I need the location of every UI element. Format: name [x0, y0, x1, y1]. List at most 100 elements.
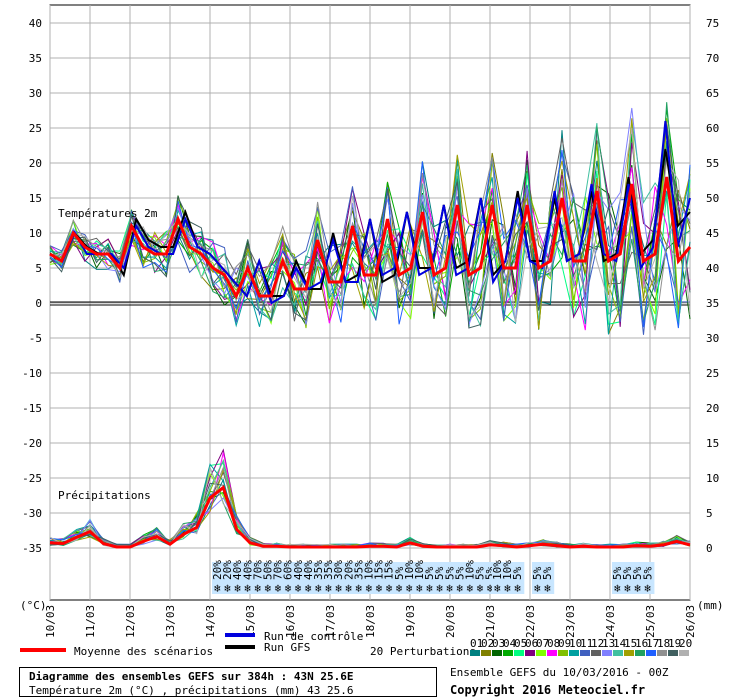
- snowflake-icon: ❄: [477, 582, 484, 595]
- snowflake-icon: ❄: [534, 582, 541, 595]
- x-tick-label: 12/03: [124, 605, 137, 638]
- y-tick-label-left: 35: [29, 52, 42, 65]
- x-tick-label: 24/03: [604, 605, 617, 638]
- snow-probability-label: 5%: [631, 566, 644, 580]
- y-tick-label-right: 20: [706, 402, 719, 415]
- snow-probability-label: 5%: [423, 566, 436, 580]
- perturbation-id: 20: [679, 637, 692, 650]
- snow-probability-label: 40%: [292, 560, 305, 580]
- x-tick-label: 22/03: [524, 605, 537, 638]
- y-tick-label-left: 5: [35, 262, 42, 275]
- snowflake-icon: ❄: [436, 582, 443, 595]
- snowflake-icon: ❄: [416, 582, 423, 595]
- snowflake-icon: ❄: [504, 582, 511, 595]
- perturbation-id: 07: [536, 637, 549, 650]
- snow-band: [212, 562, 497, 594]
- snowflake-icon: ❄: [285, 582, 292, 595]
- snowflake-icon: ❄: [494, 582, 501, 595]
- legend-perturbations-label: 20 Perturbations: [370, 645, 476, 658]
- y-tick-label-left: -5: [29, 332, 42, 345]
- perturbation-color-swatch: [536, 650, 546, 656]
- perturbation-id: 13: [602, 637, 615, 650]
- perturbation-id: 17: [646, 637, 659, 650]
- snow-probability-label: 20%: [221, 560, 234, 580]
- y-tick-label-left: -25: [22, 472, 42, 485]
- temperature-label: Températures 2m: [58, 207, 158, 220]
- y-tick-label-right: 30: [706, 332, 719, 345]
- x-unit-label: (mm): [697, 599, 724, 612]
- perturbation-color-swatch: [547, 650, 557, 656]
- snowflake-icon: ❄: [514, 582, 521, 595]
- perturbation-id: 02: [481, 637, 494, 650]
- snowflake-icon: ❄: [634, 582, 641, 595]
- y-tick-label-right: 15: [706, 437, 719, 450]
- y-tick-label-left: 30: [29, 87, 42, 100]
- snow-probability-label: 10%: [501, 560, 514, 580]
- snowflake-icon: ❄: [275, 582, 282, 595]
- y-tick-label-right: 70: [706, 52, 719, 65]
- snow-probability-label: 40%: [231, 560, 244, 580]
- snow-probability-label: 5%: [641, 566, 654, 580]
- series-lines: [49, 120, 692, 549]
- perturbation-id: 12: [591, 637, 604, 650]
- snow-probability-label: 20%: [211, 560, 224, 580]
- perturbation-id: 04: [503, 637, 517, 650]
- y-tick-label-right: 40: [706, 262, 719, 275]
- snow-probability-label: 5%: [621, 566, 634, 580]
- x-tick-label: 10/03: [44, 605, 57, 638]
- perturbation-temperature-line: [49, 138, 691, 327]
- precipitation-label: Précipitations: [58, 489, 151, 502]
- perturbation-temperature-line: [49, 149, 691, 329]
- snow-probability-label: 10%: [413, 560, 426, 580]
- snow-probability-label: 70%: [251, 560, 264, 580]
- perturbation-color-swatch: [558, 650, 568, 656]
- x-tick-label: 25/03: [644, 605, 657, 638]
- perturbation-id: 11: [580, 637, 593, 650]
- perturbation-id: 10: [569, 637, 582, 650]
- snow-probability-label: 35%: [352, 560, 365, 580]
- perturbation-color-swatch: [646, 650, 656, 656]
- perturbation-temperature-line: [49, 155, 691, 335]
- perturbation-id: 14: [613, 637, 627, 650]
- perturbation-color-swatch: [470, 650, 480, 656]
- x-tick-label: 18/03: [364, 605, 377, 638]
- y-tick-label-right: 35: [706, 297, 719, 310]
- legend-control-swatch: [225, 633, 255, 637]
- legend-gfs-label: Run GFS: [264, 641, 310, 654]
- perturbation-id: 09: [558, 637, 571, 650]
- perturbation-id: 01: [470, 637, 483, 650]
- x-tick-label: 26/03: [684, 605, 697, 638]
- perturbation-color-swatch: [591, 650, 601, 656]
- snow-band: [532, 562, 555, 594]
- y-tick-label-left: 15: [29, 192, 42, 205]
- snow-probability-label: 5%: [474, 566, 487, 580]
- copyright: Copyright 2016 Meteociel.fr: [450, 683, 646, 697]
- perturbation-color-swatch: [569, 650, 579, 656]
- snow-probability-row: 20%❄20%❄40%❄40%❄70%❄50%❄70%❄60%❄40%❄40%❄…: [211, 560, 655, 595]
- perturbation-id: 05: [514, 637, 527, 650]
- snow-probability-label: 15%: [373, 560, 386, 580]
- snow-probability-label: 35%: [322, 560, 335, 580]
- perturbation-color-swatch: [635, 650, 645, 656]
- y-tick-label-right: 50: [706, 192, 719, 205]
- perturbation-temperature-line: [49, 124, 691, 329]
- x-tick-label: 16/03: [284, 605, 297, 638]
- snowflake-icon: ❄: [355, 582, 362, 595]
- y-tick-label-right: 65: [706, 87, 719, 100]
- perturbation-color-swatch: [624, 650, 634, 656]
- y-tick-label-left: 0: [35, 297, 42, 310]
- snowflake-icon: ❄: [345, 582, 352, 595]
- snow-probability-label: 5%: [511, 566, 524, 580]
- y-tick-label-left: 20: [29, 157, 42, 170]
- snow-probability-label: 40%: [302, 560, 315, 580]
- snowflake-icon: ❄: [224, 582, 231, 595]
- legend: Run de contrôle Run GFS Moyenne des scén…: [20, 630, 692, 658]
- snow-probability-label: 5%: [433, 566, 446, 580]
- y-tick-label-left: -15: [22, 402, 42, 415]
- y-tick-label-left: -35: [22, 542, 42, 555]
- info-title: Diagramme des ensembles GEFS sur 384h : …: [29, 670, 354, 683]
- perturbation-id: 18: [657, 637, 670, 650]
- perturbation-color-swatch: [668, 650, 678, 656]
